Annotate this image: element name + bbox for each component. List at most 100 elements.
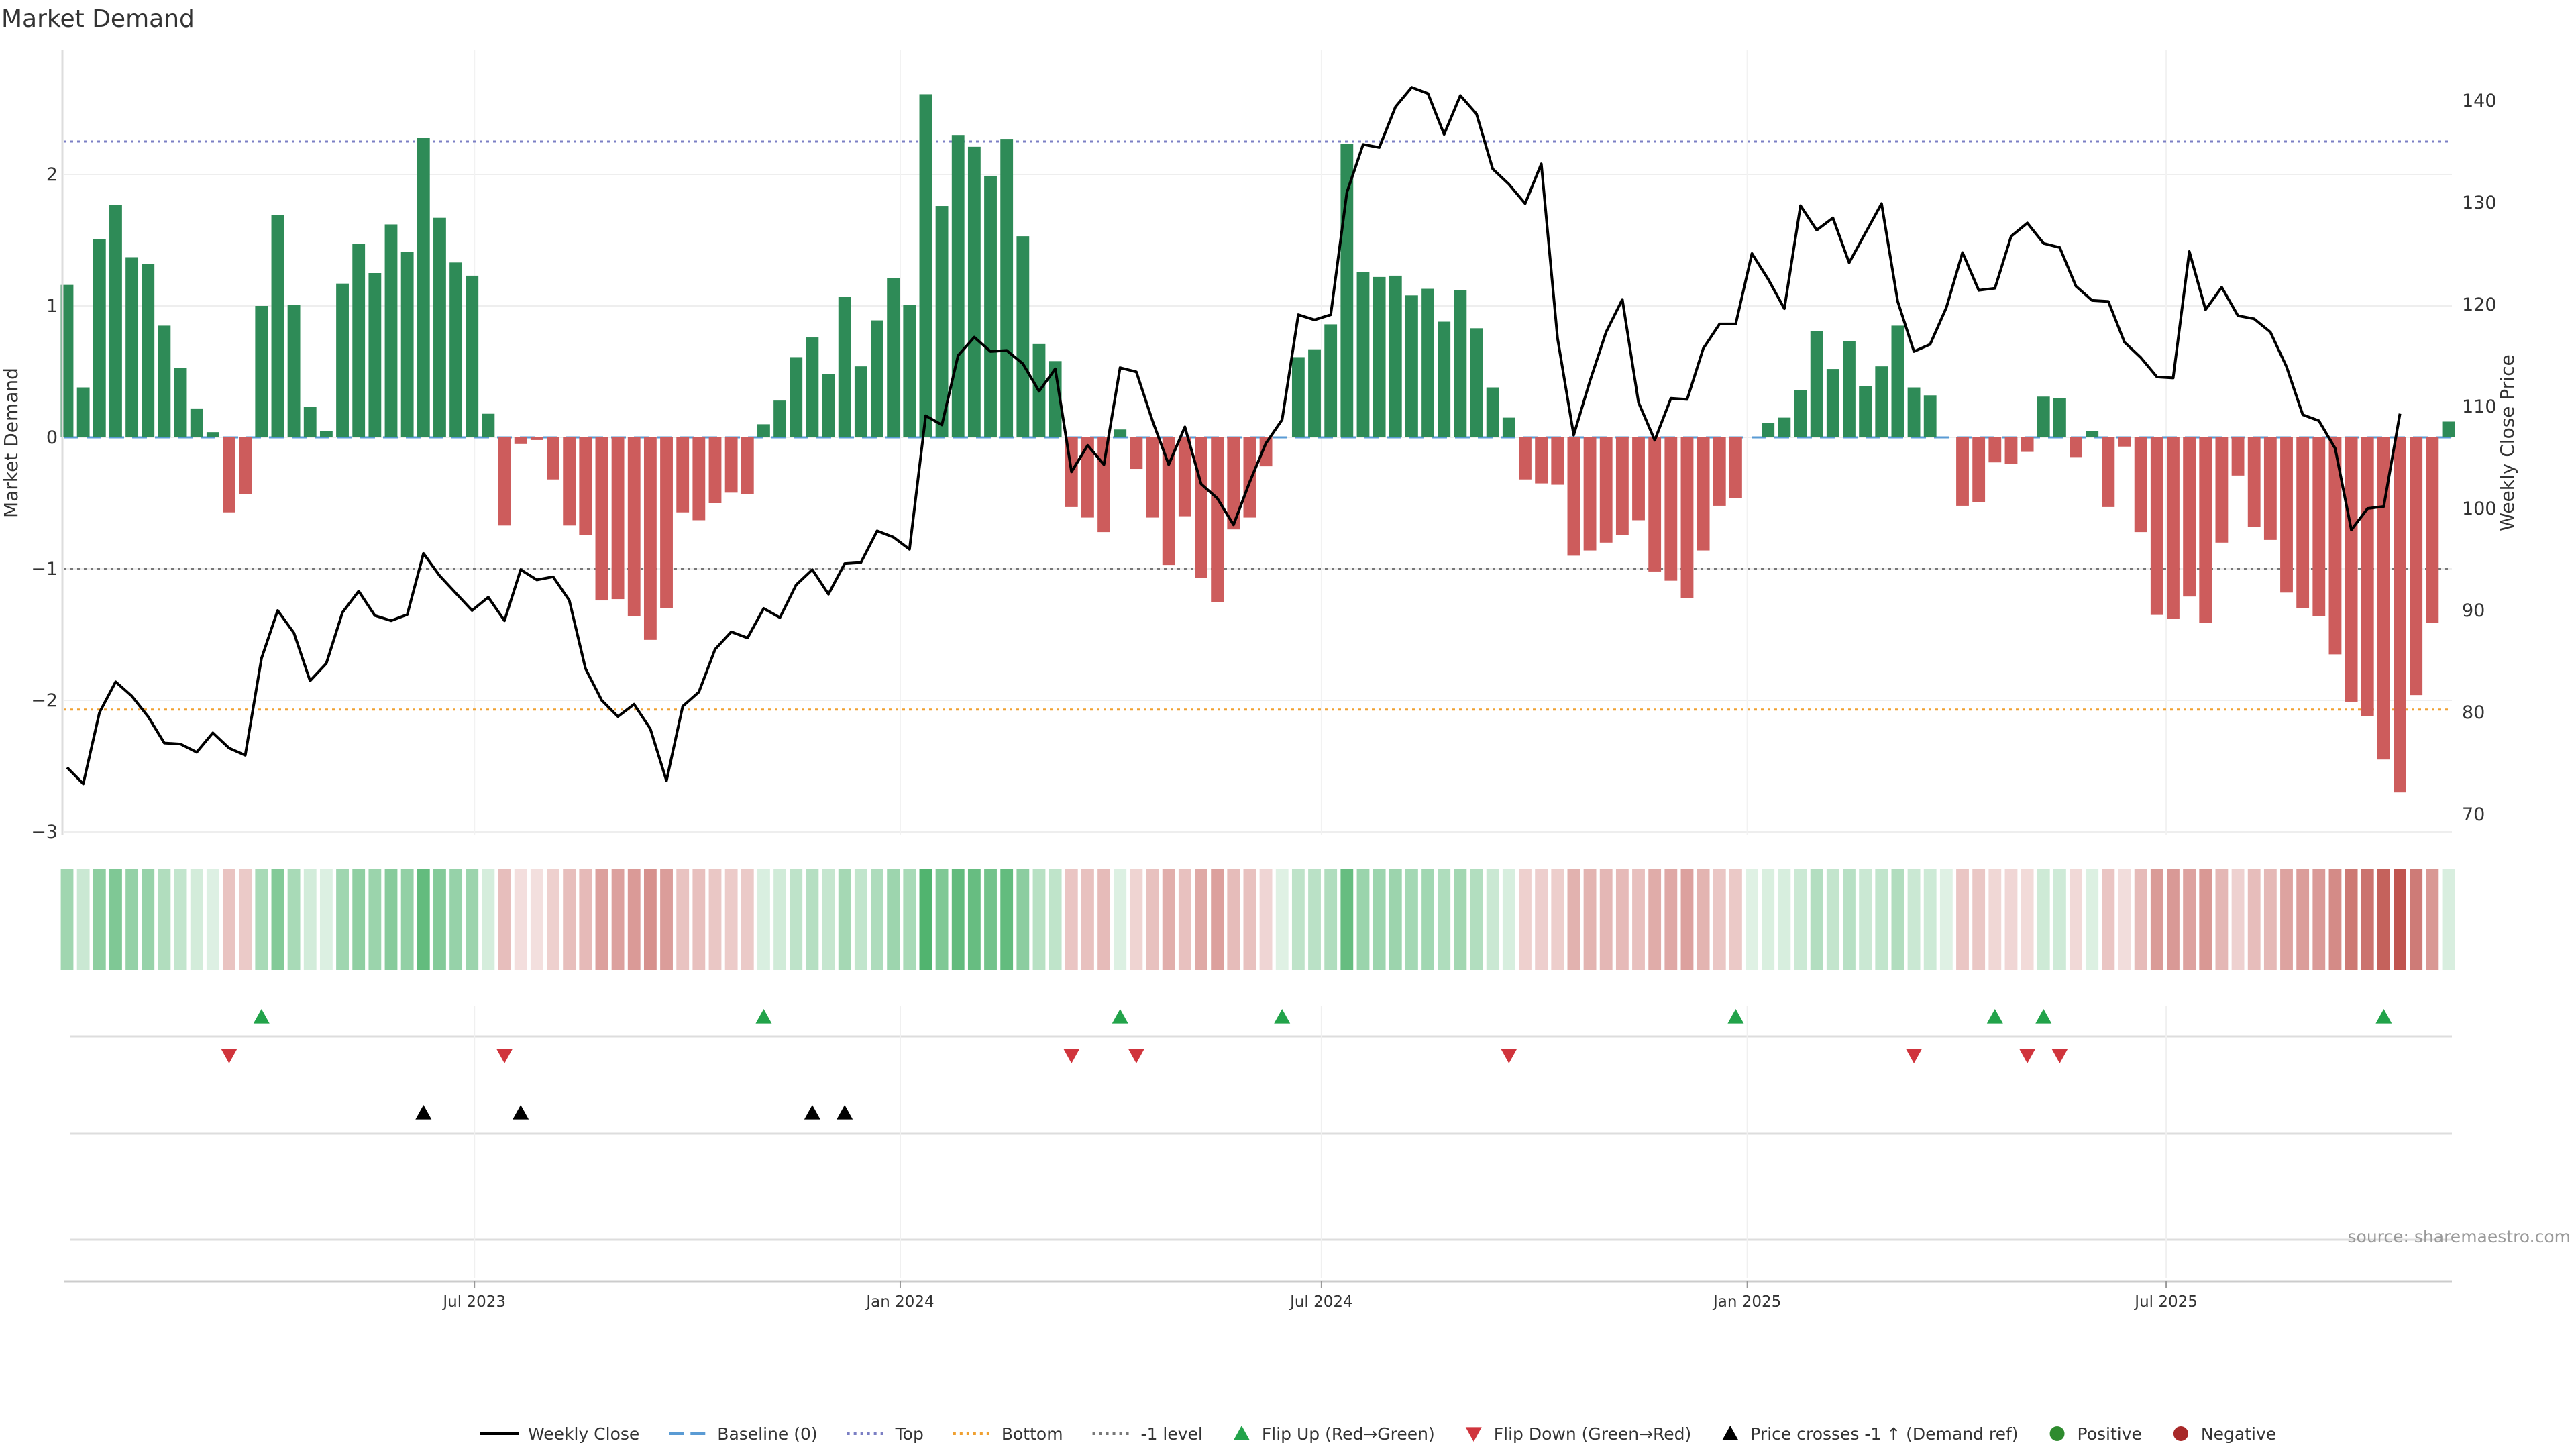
heat-strip-cell <box>1000 869 1014 970</box>
demand-bar <box>1308 349 1321 437</box>
heat-strip-cell <box>433 869 446 970</box>
heat-strip-cell <box>1907 869 1921 970</box>
heat-strip-cell <box>547 869 559 970</box>
legend-swatch-price-cross <box>1722 1426 1739 1440</box>
heat-strip-cell <box>2231 869 2245 970</box>
demand-bar <box>1794 390 1807 437</box>
flip-up-marker <box>1727 1009 1744 1024</box>
demand-bar <box>579 437 592 535</box>
demand-bar <box>2345 437 2358 702</box>
y-tick-label: −2 <box>31 690 58 711</box>
legend-label: Positive <box>2078 1424 2142 1444</box>
heat-strip-cell <box>708 869 722 970</box>
x-tick-label: Jul 2023 <box>441 1293 506 1311</box>
demand-bar <box>1454 290 1467 437</box>
heat-strip-cell <box>142 869 155 970</box>
demand-bar <box>1211 437 1224 602</box>
demand-bar <box>2296 437 2310 608</box>
heat-strip-cell <box>1826 869 1839 970</box>
heat-strip-cell <box>1454 869 1467 970</box>
heat-strip-cell <box>1535 869 1548 970</box>
demand-bar <box>692 437 706 521</box>
demand-bars <box>60 94 2455 793</box>
demand-bar <box>1680 437 1694 598</box>
demand-bar <box>60 284 74 437</box>
y2-tick-label: 80 <box>2462 702 2485 723</box>
axes: Jul 2023 Jan 2024 Jul 2024 Jan 2025 Jul 2025… <box>31 50 2497 1311</box>
legend-swatch-flip-up <box>1233 1426 1250 1440</box>
demand-bar <box>2426 437 2439 623</box>
price-cross-marker <box>415 1105 432 1120</box>
demand-bar <box>319 431 333 437</box>
heat-strip-cell <box>2377 869 2390 970</box>
heat-strip-cell <box>1794 869 1807 970</box>
demand-bar <box>2199 437 2212 623</box>
demand-bar <box>271 215 284 437</box>
heat-strip-cell <box>1470 869 1483 970</box>
legend: Weekly Close Baseline (0) Top Bottom -1 leve… <box>480 1424 2276 1444</box>
demand-bar <box>1291 357 1305 437</box>
demand-bar <box>806 337 819 437</box>
heat-strip-cell <box>1016 869 1030 970</box>
flip-down-marker <box>2051 1049 2068 1063</box>
heat-strip-cell <box>1551 869 1564 970</box>
demand-bar <box>1016 236 1030 437</box>
demand-bar <box>190 408 203 437</box>
legend-label: Negative <box>2201 1424 2276 1444</box>
chart-title: Market Demand <box>1 5 195 33</box>
y-tick-label: −1 <box>31 559 58 580</box>
heat-strip-cell <box>1130 869 1143 970</box>
heat-strip-cell <box>1843 869 1856 970</box>
demand-bar <box>951 135 965 437</box>
legend-label: Flip Up (Red→Green) <box>1262 1424 1435 1444</box>
heat-strip-cell <box>1923 869 1937 970</box>
heat-strip-cell <box>1081 869 1094 970</box>
heat-strip-cell <box>806 869 819 970</box>
demand-bar <box>1438 321 1451 437</box>
demand-bar <box>1421 288 1434 437</box>
event-markers <box>221 1009 2392 1120</box>
demand-bar <box>887 278 900 437</box>
heat-strip-cell <box>643 869 657 970</box>
demand-bar <box>1502 417 1515 437</box>
heat-strip-cell <box>336 869 349 970</box>
demand-bar <box>1389 275 1402 437</box>
heat-strip-cell <box>417 869 430 970</box>
heat-strip-cell <box>1875 869 1888 970</box>
demand-bar <box>1178 437 1191 517</box>
demand-bar <box>1049 361 1062 437</box>
flip-down-marker <box>1501 1049 1517 1063</box>
legend-swatch-negative <box>2173 1426 2188 1441</box>
demand-bar <box>2070 437 2082 458</box>
heat-strip-cell <box>1891 869 1904 970</box>
heat-strip-cell <box>1032 869 1046 970</box>
heat-strip-cell <box>2118 869 2131 970</box>
demand-bar <box>2442 421 2455 437</box>
heat-strip-cell <box>1178 869 1191 970</box>
demand-bar <box>1324 324 1338 437</box>
demand-bar <box>1826 369 1839 437</box>
heat-strip-cell <box>595 869 608 970</box>
y-axis-label: Market Demand <box>0 368 22 518</box>
gridlines <box>64 50 2452 1278</box>
heat-strip-cell <box>2183 869 2196 970</box>
heat-strip-cell <box>530 869 543 970</box>
demand-bar <box>676 437 690 513</box>
flip-down-marker <box>1063 1049 1080 1063</box>
demand-bar <box>903 305 916 437</box>
demand-bar <box>1486 387 1499 437</box>
legend-label: Bottom <box>1002 1424 1063 1444</box>
demand-bar <box>400 252 414 437</box>
demand-bar <box>1664 437 1678 581</box>
source-note: source: sharemaestro.com <box>2348 1227 2571 1246</box>
demand-bar <box>1810 331 1823 437</box>
legend-label: Weekly Close <box>528 1424 639 1444</box>
heat-strip-cell <box>466 869 479 970</box>
demand-bar <box>417 138 430 437</box>
demand-bar <box>1470 328 1483 437</box>
flip-down-marker <box>221 1049 237 1063</box>
heat-strip-cell <box>2394 869 2406 970</box>
heat-strip-cell <box>790 869 803 970</box>
